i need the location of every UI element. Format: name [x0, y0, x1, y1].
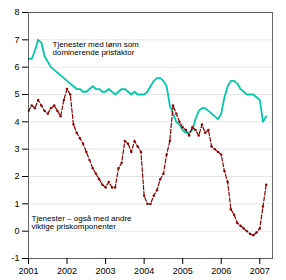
- svg-text:0: 0: [14, 226, 19, 236]
- svg-text:2007: 2007: [250, 266, 270, 276]
- svg-text:2002: 2002: [57, 266, 77, 276]
- svg-text:2005: 2005: [173, 266, 193, 276]
- svg-text:4: 4: [14, 117, 19, 127]
- svg-text:Tjenester med lønn somdominere: Tjenester med lønn somdominerende prisfa…: [53, 40, 140, 57]
- svg-text:2003: 2003: [96, 266, 116, 276]
- svg-text:2006: 2006: [211, 266, 231, 276]
- svg-text:8: 8: [14, 7, 19, 17]
- svg-text:2: 2: [14, 171, 19, 181]
- svg-text:3: 3: [14, 144, 19, 154]
- svg-text:-1: -1: [11, 253, 19, 263]
- svg-text:2004: 2004: [134, 266, 154, 276]
- svg-text:5: 5: [14, 89, 19, 99]
- svg-text:7: 7: [14, 35, 19, 45]
- svg-text:1: 1: [14, 199, 19, 209]
- svg-text:Tjenester – også med andrevikt: Tjenester – også med andreviktige prisko…: [32, 214, 133, 231]
- svg-text:6: 6: [14, 62, 19, 72]
- svg-text:2001: 2001: [18, 266, 38, 276]
